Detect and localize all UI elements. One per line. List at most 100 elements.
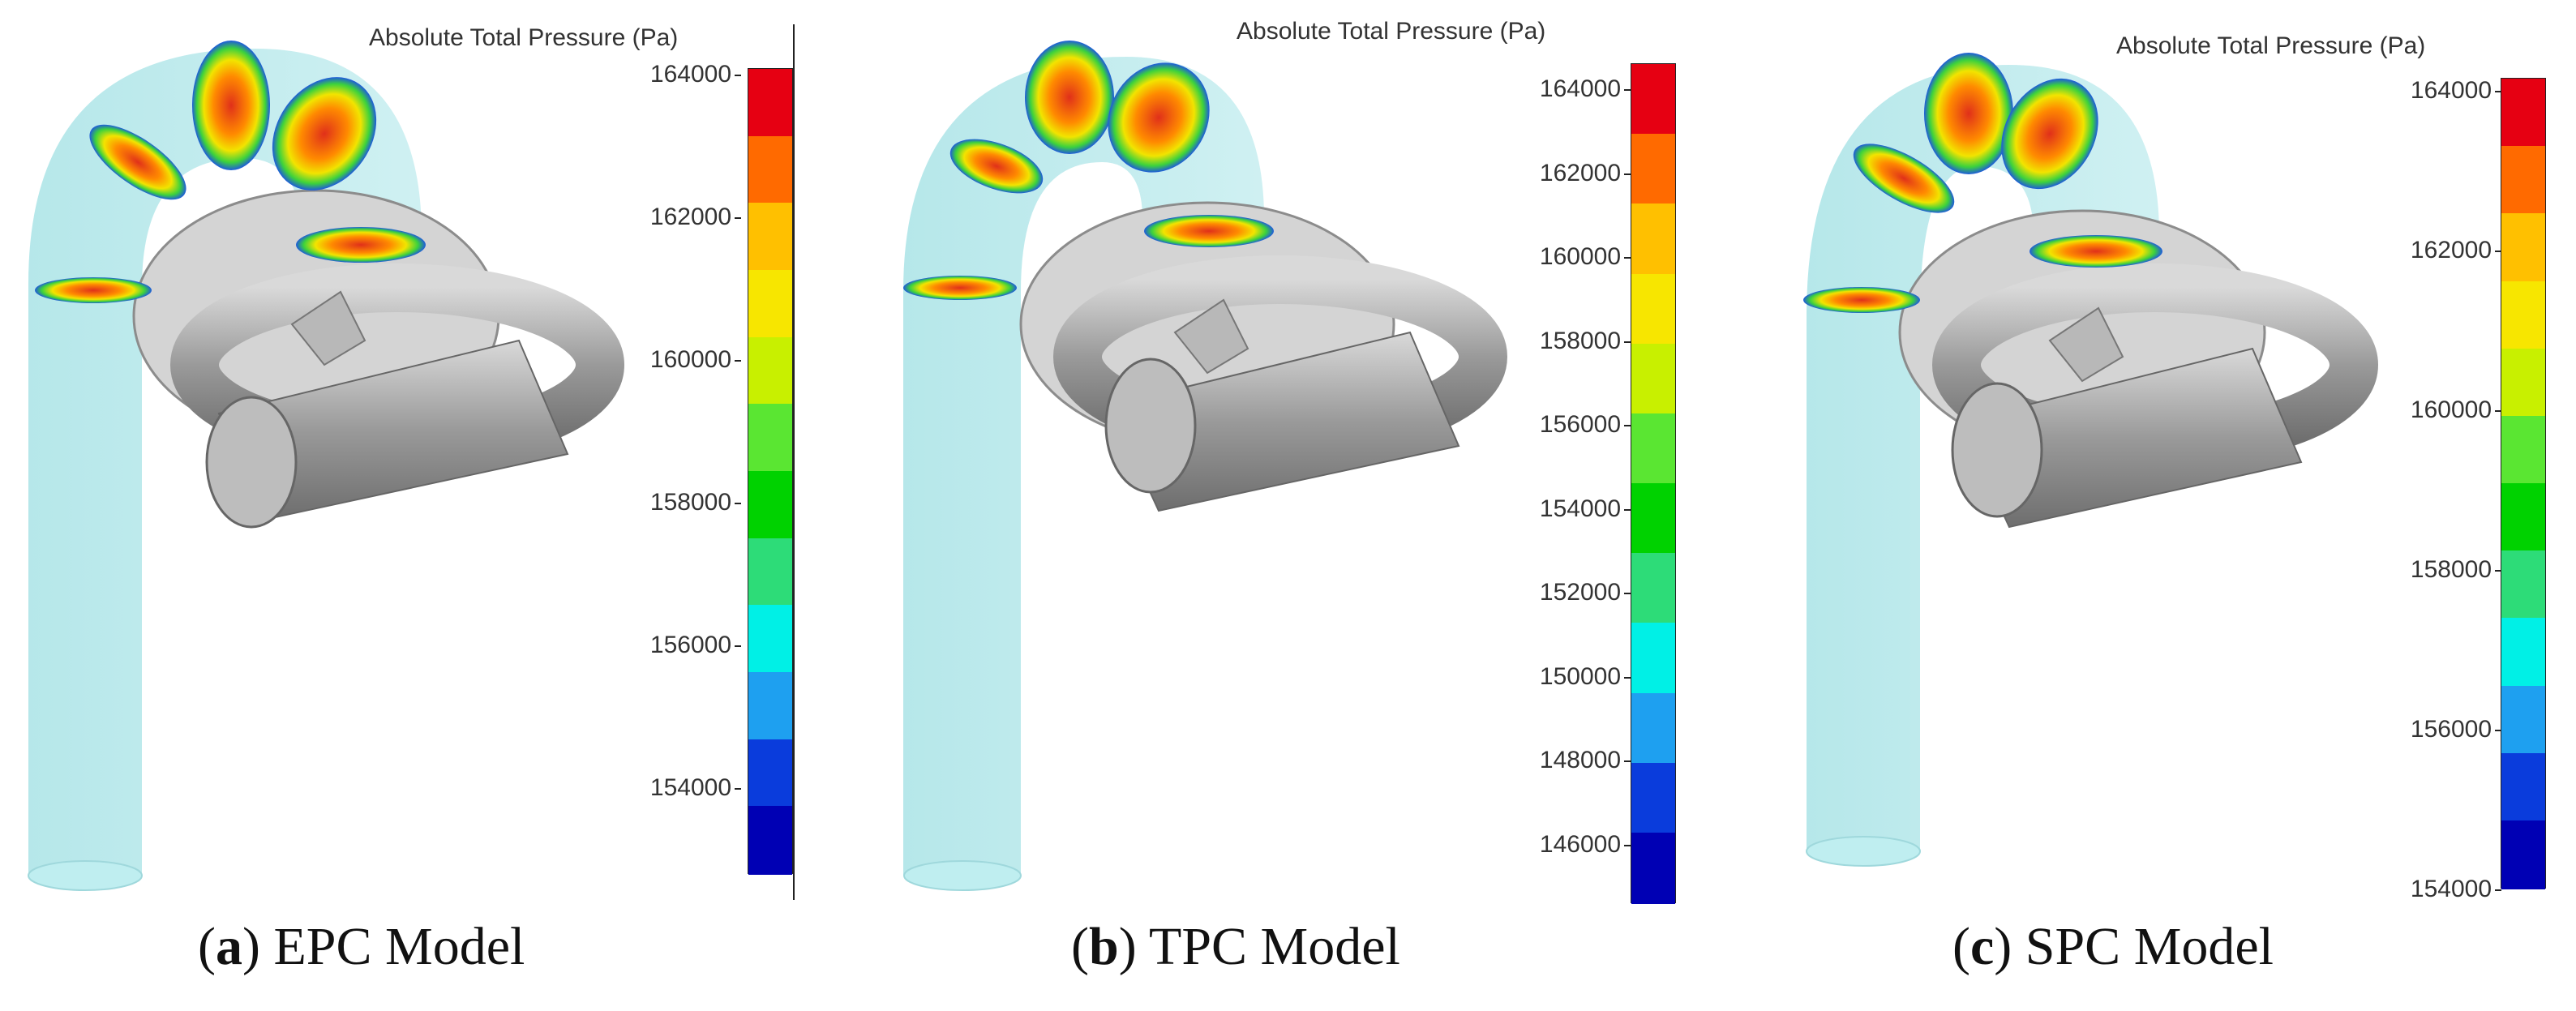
colorbar-tick-label: 154000 (2410, 876, 2492, 902)
pressure-section-4 (2001, 78, 2098, 190)
colorbar-tick-mark (2495, 730, 2501, 731)
colorbar-segment (2501, 820, 2545, 889)
colorbar-tick-mark (2495, 91, 2501, 92)
pipe-outlet-ellipse (1806, 836, 1921, 867)
colorbar-segment (1631, 692, 1675, 765)
colorbar-tick-mark (1624, 508, 1631, 511)
colorbar-tick-mark (1624, 257, 1631, 259)
colorbar-tick-mark (2495, 570, 2501, 572)
discharge-outlet (1104, 358, 1197, 494)
colorbar-tick-mark (735, 503, 741, 504)
caption-epc: (a) EPC Model (198, 917, 525, 976)
colorbar-tick-label: 156000 (649, 632, 731, 658)
colorbar (1631, 63, 1676, 905)
colorbar-segment (2501, 281, 2545, 350)
colorbar-tick-mark (1624, 173, 1631, 175)
colorbar-segment (1631, 64, 1675, 136)
colorbar-segment (748, 605, 792, 674)
colorbar-tick-mark (1624, 760, 1631, 762)
colorbar-tick-mark (1624, 89, 1631, 91)
colorbar-tick-label: 154000 (649, 774, 731, 801)
colorbar-tick-mark (2495, 251, 2501, 252)
colorbar-segment (748, 672, 792, 741)
pump-model-epc (28, 41, 624, 891)
caption-letter: b (1088, 917, 1119, 976)
colorbar-segment (2501, 685, 2545, 755)
pressure-section-3 (192, 41, 270, 170)
colorbar-title: Absolute Total Pressure (Pa) (2116, 32, 2426, 59)
colorbar-segment (748, 270, 792, 339)
impeller (1173, 298, 1249, 375)
pressure-section-4 (272, 77, 377, 191)
caption-label: EPC Model (273, 917, 525, 976)
pump-model-spc (1803, 53, 2378, 867)
pressure-section-2 (949, 139, 1044, 194)
colorbar-segment (2501, 146, 2545, 216)
pipe-outlet-ellipse (28, 860, 143, 891)
colorbar-tick-label: 160000 (1539, 243, 1621, 270)
colorbar-segment (2501, 483, 2545, 553)
colorbar-segment (748, 739, 792, 808)
colorbar-tick-label: 162000 (1539, 159, 1621, 186)
colorbar-title: Absolute Total Pressure (Pa) (1237, 18, 1546, 45)
impeller (2048, 306, 2124, 383)
colorbar-tick-label: 158000 (1539, 327, 1621, 354)
caption-spc: (c) SPC Model (1952, 917, 2274, 976)
colorbar-segment (1631, 134, 1675, 206)
inlet-pipe (903, 57, 1264, 876)
inlet-pipe (28, 49, 422, 876)
colorbar-segment (2501, 213, 2545, 283)
pressure-section-2 (89, 124, 186, 200)
pressure-section-5 (296, 227, 426, 263)
caption-letter: c (1970, 917, 1995, 976)
pipe-outlet-ellipse (903, 860, 1022, 891)
panel-epc: Absolute Total Pressure (Pa) (a) EPC Mod… (0, 0, 859, 1011)
colorbar-tick-mark (1624, 425, 1631, 426)
colorbar-tick-label: 150000 (1539, 662, 1621, 690)
colorbar (2501, 78, 2546, 889)
colorbar-tick-mark (1624, 341, 1631, 343)
discharge-outlet (1951, 382, 2043, 518)
pressure-section-5 (2030, 235, 2162, 268)
colorbar-tick-label: 164000 (649, 61, 731, 88)
colorbar-tick-mark (1624, 844, 1631, 846)
colorbar-tick-label: 160000 (649, 346, 731, 373)
inlet-pipe (1807, 65, 2159, 851)
colorbar-tick-mark (2495, 410, 2501, 412)
colorbar-tick-label: 146000 (1539, 830, 1621, 858)
colorbar-segment (748, 135, 792, 205)
colorbar-segment (1631, 762, 1675, 834)
colorbar-segment (1631, 343, 1675, 415)
colorbar-segment (748, 336, 792, 406)
colorbar-segment (748, 69, 792, 138)
colorbar-tick-label: 162000 (649, 203, 731, 230)
colorbar-tick-mark (735, 360, 741, 362)
colorbar-segment (1631, 273, 1675, 345)
colorbar-segment (748, 806, 792, 875)
colorbar-tick-label: 156000 (2410, 716, 2492, 743)
colorbar-tick-mark (735, 788, 741, 790)
pressure-section-2 (1853, 144, 1955, 213)
colorbar-segment (2501, 550, 2545, 620)
colorbar-tick-mark (1624, 676, 1631, 679)
colorbar-segment (748, 203, 792, 272)
pressure-section-5 (1144, 215, 1274, 247)
pressure-section-3 (1924, 53, 2013, 174)
pressure-section-1 (1803, 287, 1920, 313)
panel-spc: Absolute Total Pressure (Pa) (c) SPC Mod… (1717, 0, 2576, 1011)
colorbar-tick-label: 154000 (1539, 495, 1621, 522)
pressure-section-1 (35, 277, 152, 303)
colorbar-segment (2501, 752, 2545, 822)
colorbar-segment (1631, 203, 1675, 276)
colorbar-tick-label: 164000 (1539, 75, 1621, 102)
colorbar-segment (1631, 483, 1675, 555)
impeller (290, 290, 366, 366)
colorbar-segment (1631, 623, 1675, 695)
colorbar-tick-label: 148000 (1539, 747, 1621, 773)
pump-model-tpc (903, 41, 1507, 891)
divider-line (793, 24, 795, 900)
caption-label: TPC Model (1149, 917, 1400, 976)
colorbar-segment (2501, 618, 2545, 688)
discharge-outlet (205, 396, 298, 529)
colorbar-segment (2501, 79, 2545, 148)
